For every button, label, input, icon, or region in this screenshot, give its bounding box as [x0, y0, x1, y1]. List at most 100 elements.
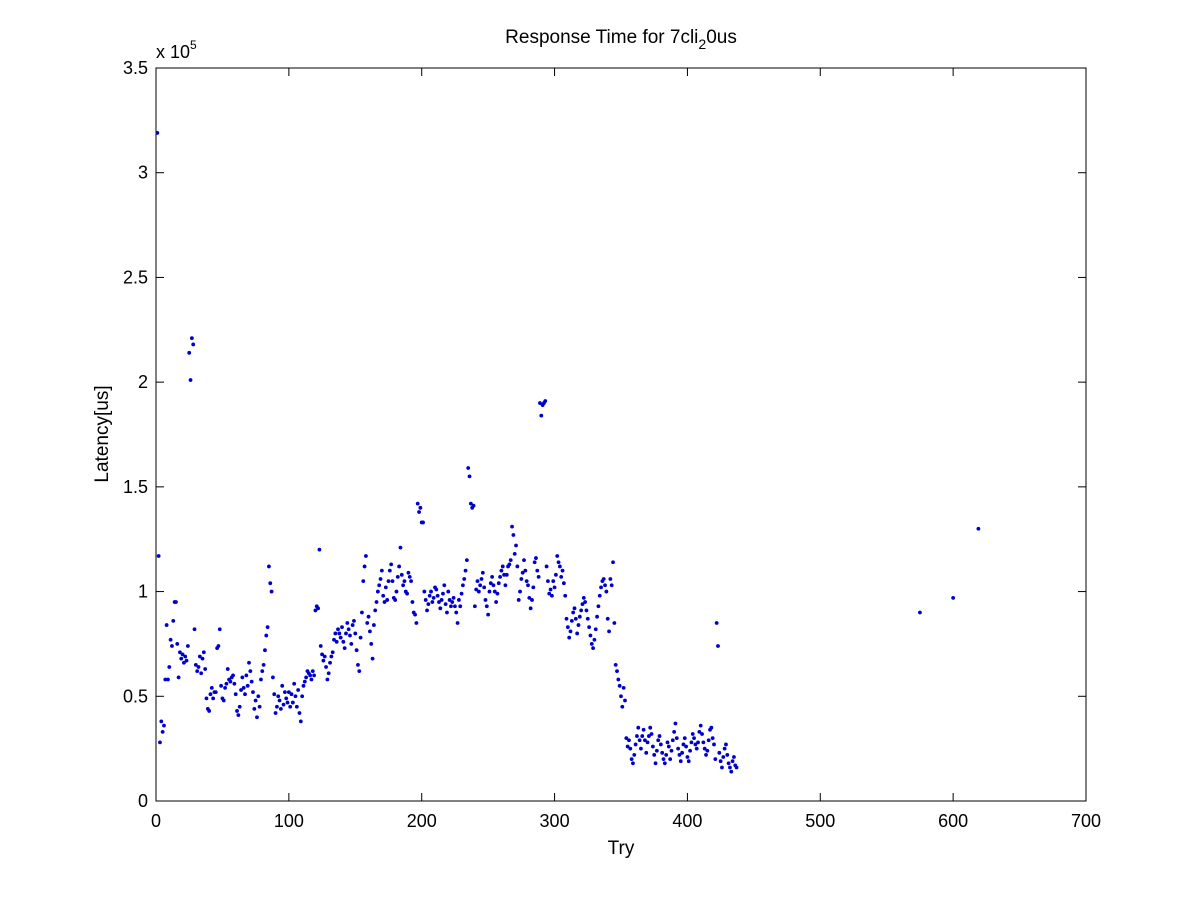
data-point: [678, 759, 683, 764]
data-point: [480, 570, 485, 575]
data-point: [240, 675, 245, 680]
data-point: [395, 575, 400, 579]
data-point: [585, 616, 590, 621]
data-point: [670, 738, 675, 743]
data-point: [156, 554, 161, 558]
data-point: [692, 736, 696, 741]
data-point: [375, 589, 380, 594]
data-point: [413, 612, 417, 617]
data-point: [298, 719, 303, 724]
data-point: [405, 591, 409, 596]
data-point: [241, 686, 246, 690]
data-point: [231, 673, 235, 678]
data-point: [494, 600, 499, 604]
data-point: [443, 602, 448, 607]
y-exponent-label: x 105: [156, 38, 197, 62]
data-point: [442, 583, 447, 588]
data-point: [516, 598, 521, 602]
data-point: [193, 662, 198, 667]
data-point: [267, 564, 271, 569]
data-point: [716, 644, 720, 648]
data-point: [484, 604, 489, 609]
data-point: [478, 583, 483, 588]
data-point: [559, 575, 564, 579]
data-point: [282, 690, 287, 694]
data-point: [698, 723, 703, 728]
data-point: [595, 614, 599, 619]
data-point: [650, 744, 655, 749]
data-point: [387, 568, 392, 573]
data-point: [352, 618, 356, 623]
data-point: [710, 736, 715, 741]
data-point: [552, 585, 557, 590]
data-point: [414, 621, 419, 625]
data-point: [684, 744, 688, 749]
data-point: [199, 671, 204, 676]
data-point: [507, 562, 512, 567]
data-point: [381, 593, 386, 598]
data-point: [571, 610, 576, 615]
data-point: [523, 568, 528, 573]
data-point: [579, 608, 584, 613]
data-point: [373, 608, 378, 613]
data-point: [496, 581, 501, 586]
data-point: [321, 658, 326, 663]
data-point: [257, 704, 262, 709]
data-point: [224, 681, 229, 686]
data-point: [577, 614, 582, 619]
data-point: [568, 629, 573, 634]
data-point: [288, 704, 293, 709]
data-point: [472, 604, 477, 609]
data-point: [178, 650, 182, 655]
data-point: [488, 581, 493, 586]
data-point: [458, 604, 463, 609]
data-point: [503, 583, 508, 588]
data-point: [539, 413, 544, 418]
x-tick-label: 0: [151, 811, 161, 831]
data-point: [601, 577, 606, 581]
data-point: [463, 568, 468, 573]
data-point: [548, 587, 553, 592]
data-point: [632, 753, 637, 757]
data-point: [701, 740, 706, 745]
data-point: [277, 698, 282, 703]
data-point: [499, 568, 504, 573]
data-point: [341, 639, 346, 644]
y-tick-label: 0.5: [123, 686, 148, 706]
data-point: [725, 753, 730, 757]
data-point: [278, 706, 283, 711]
data-point: [401, 583, 406, 588]
data-point: [522, 558, 526, 563]
x-tick-label: 600: [938, 811, 968, 831]
data-point: [207, 709, 212, 713]
data-point: [286, 690, 291, 694]
data-point: [255, 715, 259, 720]
data-point: [633, 742, 638, 747]
data-point: [693, 742, 698, 747]
data-point: [519, 577, 524, 581]
data-point: [378, 577, 383, 581]
data-point: [661, 757, 666, 762]
data-point: [369, 642, 374, 646]
data-point: [340, 625, 344, 630]
data-point: [534, 556, 538, 560]
data-point: [714, 621, 719, 625]
data-point: [389, 562, 394, 567]
data-point: [289, 692, 294, 697]
data-point: [482, 585, 487, 590]
data-point: [360, 610, 364, 615]
data-point: [183, 654, 188, 659]
data-point: [309, 677, 314, 682]
data-point: [536, 575, 541, 579]
data-point: [290, 700, 295, 705]
data-point: [164, 623, 169, 627]
data-point: [624, 736, 629, 741]
data-point: [526, 583, 530, 588]
data-point: [423, 598, 428, 602]
data-point: [263, 648, 267, 653]
data-point: [316, 606, 320, 611]
data-point: [301, 683, 306, 688]
data-point: [273, 711, 278, 715]
x-tick-label: 300: [540, 811, 570, 831]
data-point: [211, 696, 216, 701]
